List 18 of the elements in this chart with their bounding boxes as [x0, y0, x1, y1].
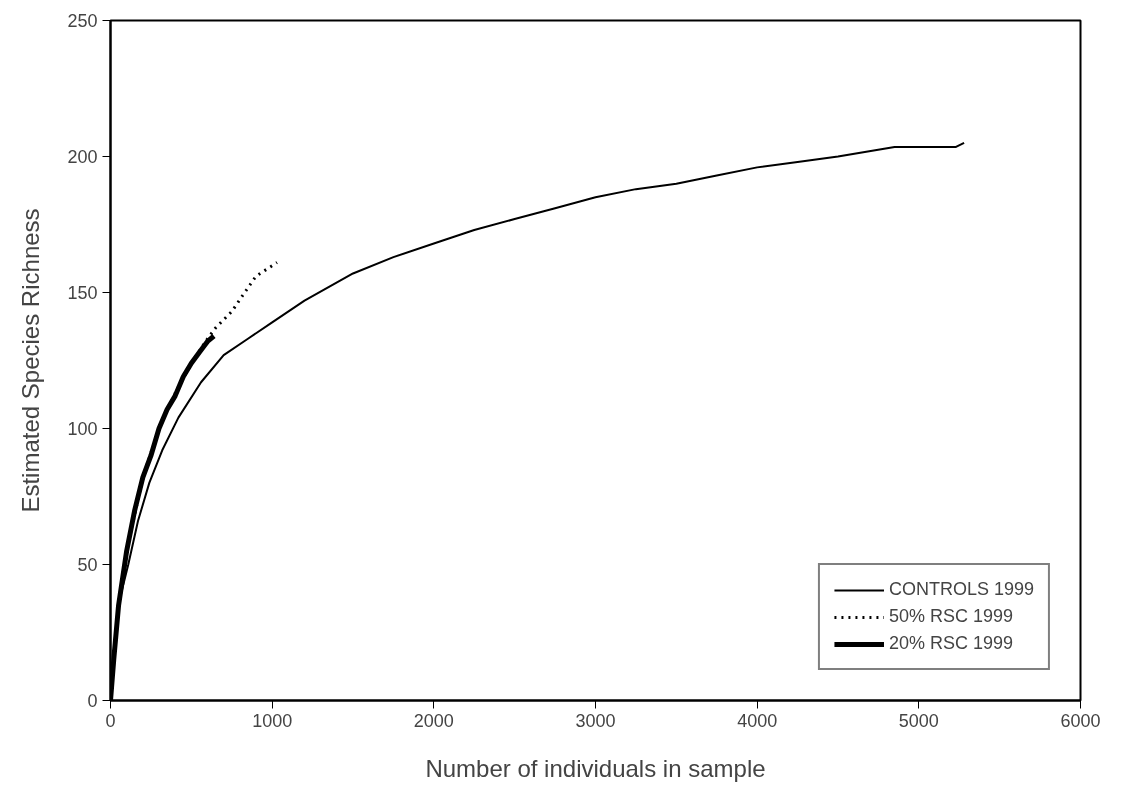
legend-label: 20% RSC 1999	[888, 633, 1014, 654]
x-tick-label: 5000	[898, 710, 939, 731]
y-tick-label: 150	[67, 283, 98, 303]
legend-label: CONTROLS 1999	[888, 579, 1034, 600]
y-axis-title: Estimated Species Richness	[17, 208, 45, 513]
x-tick-label: 3000	[575, 710, 616, 731]
y-tick-label: 50	[77, 555, 98, 575]
x-tick-label: 6000	[1060, 710, 1101, 731]
x-tick-label: 1000	[252, 710, 293, 731]
y-tick-label: 200	[67, 147, 98, 167]
y-tick-label: 100	[67, 419, 98, 439]
x-tick-label: 0	[105, 710, 116, 731]
legend-label: 50% RSC 1999	[888, 606, 1014, 627]
y-tick-label: 0	[87, 691, 98, 711]
x-tick-label: 2000	[413, 710, 454, 731]
x-tick-label: 4000	[737, 710, 778, 731]
y-tick-label: 250	[67, 11, 98, 31]
x-axis-title: Number of individuals in sample	[425, 754, 766, 782]
